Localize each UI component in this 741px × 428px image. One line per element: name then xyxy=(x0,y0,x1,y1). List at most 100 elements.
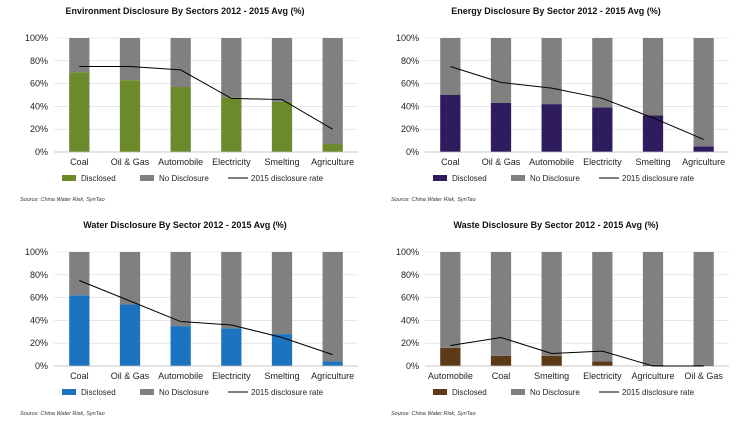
bar-no-disclosure-automobile xyxy=(170,38,191,88)
x-tick-label: Electricity xyxy=(583,371,622,381)
y-tick-label: 20% xyxy=(401,124,419,134)
bar-no-disclosure-coal xyxy=(69,252,90,296)
bar-no-disclosure-coal xyxy=(69,38,90,73)
bar-disclosed-oil-and-gas xyxy=(119,80,141,152)
bar-no-disclosure-oil-and-gas xyxy=(119,252,141,305)
bar-no-disclosure-electricity xyxy=(592,252,613,362)
bar-no-disclosure-electricity xyxy=(221,252,242,329)
legend-disclosed-label: Disclosed xyxy=(81,174,116,183)
chart-svg: Waste Disclosure By Sector 2012 - 2015 A… xyxy=(391,220,729,417)
x-tick-label: Smelting xyxy=(635,157,670,167)
series-line-2015-disclosure-rate xyxy=(79,280,333,356)
x-tick-label: Oil & Gas xyxy=(482,157,521,167)
x-tick-label: Coal xyxy=(70,157,89,167)
y-tick-label: 60% xyxy=(401,293,419,303)
legend-no-disclosure-swatch xyxy=(140,175,154,181)
legend-disclosed-label: Disclosed xyxy=(452,388,487,397)
legend-no-disclosure-label: No Disclosure xyxy=(159,174,209,183)
y-tick-label: 20% xyxy=(30,124,48,134)
legend-no-disclosure-swatch xyxy=(511,175,525,181)
source-note: Source: China Water Risk, SynTao xyxy=(20,411,105,417)
bar-disclosed-electricity xyxy=(592,361,613,366)
bar-no-disclosure-agriculture xyxy=(693,38,714,147)
bar-no-disclosure-automobile xyxy=(170,252,191,327)
source-note: Source: China Water Risk, SynTao xyxy=(391,411,476,417)
x-tick-label: Automobile xyxy=(428,371,473,381)
legend-disclosed-swatch xyxy=(433,389,447,395)
y-tick-label: 100% xyxy=(25,247,48,257)
bar-disclosed-automobile xyxy=(170,87,191,152)
x-tick-label: Smelting xyxy=(534,371,569,381)
legend-disclosed-label: Disclosed xyxy=(81,388,116,397)
y-tick-label: 40% xyxy=(401,315,419,325)
source-note: Source: China Water Risk, SynTao xyxy=(391,197,476,203)
legend-2015-disclosure-rate-label: 2015 disclosure rate xyxy=(622,388,695,397)
bar-disclosed-smelting xyxy=(271,101,293,152)
y-tick-label: 0% xyxy=(406,147,419,157)
legend-no-disclosure-swatch xyxy=(511,389,525,395)
legend-disclosed-label: Disclosed xyxy=(452,174,487,183)
x-tick-label: Oil & Gas xyxy=(111,371,150,381)
bar-disclosed-oil-and-gas xyxy=(693,364,714,366)
y-tick-label: 40% xyxy=(401,101,419,111)
bar-no-disclosure-electricity xyxy=(592,38,613,108)
bar-no-disclosure-smelting xyxy=(541,252,562,356)
y-tick-label: 60% xyxy=(30,293,48,303)
bar-disclosed-smelting xyxy=(271,334,293,366)
bar-no-disclosure-agriculture xyxy=(642,252,664,365)
y-tick-label: 60% xyxy=(401,79,419,89)
x-tick-label: Electricity xyxy=(212,371,251,381)
x-tick-label: Agriculture xyxy=(311,371,354,381)
y-tick-label: 40% xyxy=(30,315,48,325)
x-tick-label: Automobile xyxy=(158,371,203,381)
bar-disclosed-coal xyxy=(490,355,512,366)
y-tick-label: 80% xyxy=(30,56,48,66)
x-tick-label: Automobile xyxy=(529,157,574,167)
bar-no-disclosure-electricity xyxy=(221,38,242,98)
legend-2015-disclosure-rate-label: 2015 disclosure rate xyxy=(622,174,695,183)
source-note: Source: China Water Risk, SynTao xyxy=(20,197,105,203)
x-tick-label: Agriculture xyxy=(311,157,354,167)
y-tick-label: 60% xyxy=(30,79,48,89)
x-tick-label: Oil & Gas xyxy=(111,157,150,167)
bar-disclosed-automobile xyxy=(541,104,562,152)
x-tick-label: Coal xyxy=(441,157,460,167)
bar-no-disclosure-agriculture xyxy=(322,38,343,145)
chart-panel-energy: Energy Disclosure By Sector 2012 - 2015 … xyxy=(371,0,741,214)
x-tick-label: Agriculture xyxy=(682,157,725,167)
bar-disclosed-coal xyxy=(69,295,90,366)
legend-2015-disclosure-rate-label: 2015 disclosure rate xyxy=(251,174,324,183)
bar-disclosed-electricity xyxy=(221,97,242,152)
bar-no-disclosure-smelting xyxy=(642,38,664,116)
y-tick-label: 40% xyxy=(30,101,48,111)
x-tick-label: Coal xyxy=(492,371,511,381)
bar-disclosed-smelting xyxy=(541,355,562,366)
y-tick-label: 20% xyxy=(401,338,419,348)
bar-disclosed-electricity xyxy=(592,107,613,152)
chart-panel-water: Water Disclosure By Sector 2012 - 2015 A… xyxy=(0,214,370,428)
y-tick-label: 20% xyxy=(30,338,48,348)
bar-disclosed-electricity xyxy=(221,328,242,366)
bar-disclosed-automobile xyxy=(170,326,191,366)
y-tick-label: 80% xyxy=(30,270,48,280)
y-tick-label: 100% xyxy=(25,33,48,43)
bar-no-disclosure-automobile xyxy=(541,38,562,105)
x-tick-label: Smelting xyxy=(264,157,299,167)
bar-disclosed-automobile xyxy=(440,347,461,366)
series-line-2015-disclosure-rate xyxy=(450,336,704,367)
bar-disclosed-agriculture xyxy=(322,144,343,152)
bar-disclosed-smelting xyxy=(642,115,664,152)
x-tick-label: Electricity xyxy=(583,157,622,167)
legend-disclosed-swatch xyxy=(433,175,447,181)
bar-no-disclosure-agriculture xyxy=(322,252,343,362)
chart-svg: Water Disclosure By Sector 2012 - 2015 A… xyxy=(20,220,358,417)
chart-svg: Energy Disclosure By Sector 2012 - 2015 … xyxy=(391,6,729,203)
y-tick-label: 100% xyxy=(396,33,419,43)
bar-no-disclosure-oil-and-gas xyxy=(119,38,141,81)
chart-svg: Environment Disclosure By Sectors 2012 -… xyxy=(20,6,358,203)
bar-disclosed-agriculture xyxy=(322,361,343,366)
bar-disclosed-agriculture xyxy=(693,146,714,152)
x-tick-label: Automobile xyxy=(158,157,203,167)
bar-disclosed-agriculture xyxy=(642,364,664,366)
series-line-2015-disclosure-rate xyxy=(450,66,704,140)
